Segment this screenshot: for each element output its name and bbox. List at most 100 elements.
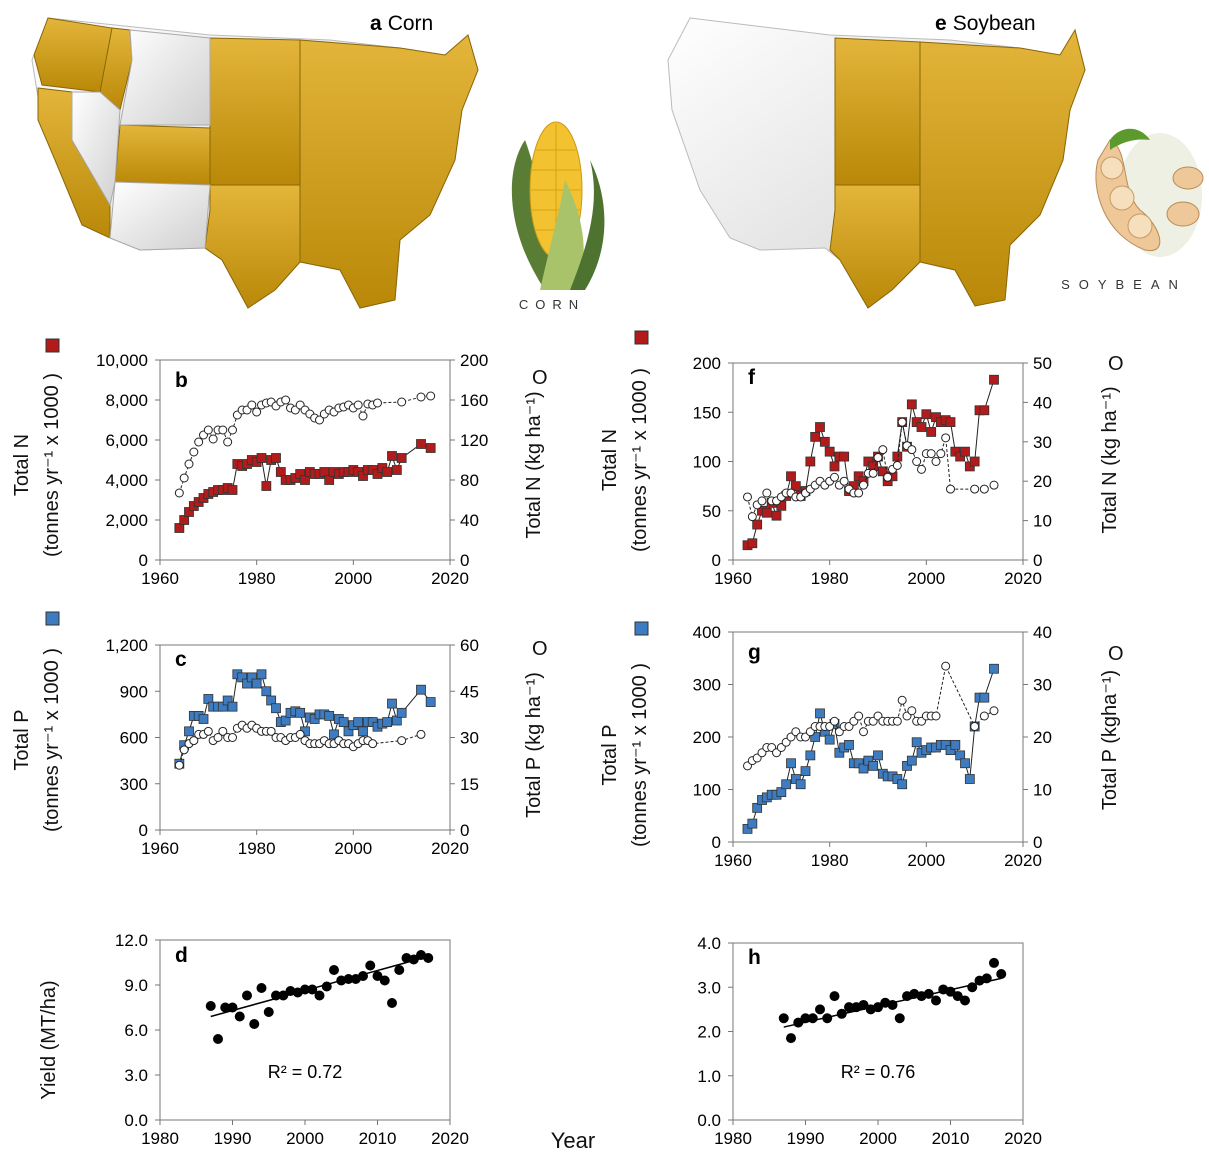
chart-b-point [256, 453, 267, 463]
soy-state-east [919, 28, 1086, 307]
chart-g-ytick-label: 0 [712, 833, 721, 852]
chart-d-point [242, 990, 252, 1001]
chart-b-ytick-label: 4,000 [105, 471, 148, 490]
chart-g-ytick-label: 100 [693, 781, 721, 800]
chart-g-y2tick-label: 0 [1033, 833, 1042, 852]
chart-b-y2tick-label: 40 [460, 511, 479, 530]
chart-h-point [815, 1004, 825, 1015]
chart-b-point [208, 434, 218, 444]
chart-d-r2-annotation: R² = 0.72 [268, 1062, 343, 1082]
chart-d-point [205, 1001, 216, 1011]
chart-g-xtick-label: 1960 [714, 851, 752, 870]
chart-c-panel-label: c [175, 648, 187, 671]
chart-f-ytick-label: 50 [702, 502, 721, 521]
chart-g-y2tick-label: 20 [1033, 728, 1052, 747]
corn-state-wa-or [33, 17, 113, 93]
chart-d-point [220, 1002, 231, 1013]
corn-n-right-title: Total N (kg ha⁻¹) [523, 391, 545, 538]
soy-n-left-unit: (tonnes yr⁻¹ x 1000 ) [629, 368, 651, 552]
chart-h-r2-annotation: R² = 0.76 [841, 1062, 916, 1082]
chart-c-y2tick-label: 0 [460, 821, 469, 840]
chart-d-ytick-label: 0.0 [124, 1111, 148, 1130]
chart-d-ytick-label: 12.0 [115, 931, 148, 950]
chart-c-point [387, 698, 397, 709]
chart-b-point [425, 443, 436, 453]
soy-n-right-marker: O [1108, 353, 1124, 375]
chart-f-y2tick-label: 30 [1033, 433, 1052, 452]
chart-g-point [892, 716, 902, 726]
chart-b-point [179, 473, 189, 483]
chart-b-ytick-label: 8,000 [105, 391, 148, 410]
chart-c-ytick-label: 0 [139, 821, 148, 840]
chart-f-point [743, 492, 752, 502]
chart-g-point [800, 766, 811, 777]
chart-b-xtick-label: 1980 [238, 569, 276, 588]
chart-f-point [892, 460, 902, 470]
chart-b-panel-label: b [175, 369, 188, 392]
chart-h-point [829, 991, 840, 1002]
chart-g-point [854, 711, 864, 721]
soy-leaf [1110, 128, 1150, 150]
chart-f-y2tick-label: 0 [1033, 551, 1042, 570]
chart-f-point [839, 476, 849, 486]
chart-c-point [416, 729, 426, 739]
chart-f-point [757, 496, 767, 506]
chart-g-point [815, 708, 825, 719]
chart-b-frame [159, 359, 451, 561]
axis-titles: Total N (tonnes yr⁻¹ x 1000 ) Total N (k… [11, 330, 1124, 1153]
chart-b-point [252, 407, 262, 417]
chart-d-point [387, 998, 397, 1008]
chart-f-panel-label: f [748, 366, 756, 389]
chart-g-point [960, 758, 970, 769]
corn-p-legend-square [45, 611, 60, 626]
chart-b-ytick-label: 0 [139, 551, 148, 570]
chart-b-point [391, 465, 402, 475]
chart-d-point [379, 975, 390, 986]
chart-d-xtick-label: 1990 [214, 1129, 252, 1148]
soy-state-plains [834, 37, 921, 186]
chart-b-xtick-label: 2000 [334, 569, 372, 588]
chart-d-point [300, 984, 310, 995]
chart-d-ytick-label: 3.0 [124, 1066, 148, 1085]
chart-g-point [931, 711, 941, 721]
chart-f-y2tick-label: 10 [1033, 512, 1052, 531]
chart-f-point [762, 488, 772, 498]
corn-icon: CORN [511, 121, 605, 312]
chart-d-point [423, 953, 434, 963]
chart-d-panel-label: d [175, 944, 188, 967]
corn-state-plains [209, 37, 301, 186]
chart-h-ytick-label: 4.0 [697, 934, 721, 953]
chart-g-point [941, 661, 951, 671]
chart-f-point [906, 399, 917, 410]
chart-h-ytick-label: 0.0 [697, 1111, 721, 1130]
soy-p-right-title: Total P (kgha⁻¹) [1099, 670, 1121, 810]
chart-g-point [989, 663, 999, 674]
chart-c-xtick-label: 1960 [141, 839, 179, 858]
chart-f-xtick-label: 2000 [907, 569, 945, 588]
chart-b-point [228, 425, 237, 435]
chart-f-point [912, 457, 922, 466]
chart-c-point [416, 684, 426, 695]
chart-d-point [213, 1034, 223, 1044]
chart-f-point [824, 446, 835, 457]
chart-c-point [425, 697, 436, 707]
chart-f-point [979, 405, 990, 416]
chart-f-point [926, 427, 937, 437]
chart-h-point [786, 1033, 796, 1044]
chart-f-point [859, 480, 868, 490]
chart-c-point [295, 729, 305, 739]
chart-c-point [324, 711, 335, 721]
chart-h-point [778, 1013, 789, 1024]
chart-c-point [227, 701, 238, 712]
chart-h-point [800, 1013, 811, 1024]
chart-b-point [416, 392, 426, 402]
chart-b-y2tick-label: 0 [460, 551, 469, 570]
chart-f-point [815, 422, 825, 432]
chart-g-point [747, 818, 758, 829]
chart-f-point [878, 445, 888, 455]
chart-f-point [747, 512, 757, 522]
chart-b-point [353, 400, 363, 410]
chart-g-point [979, 692, 990, 703]
